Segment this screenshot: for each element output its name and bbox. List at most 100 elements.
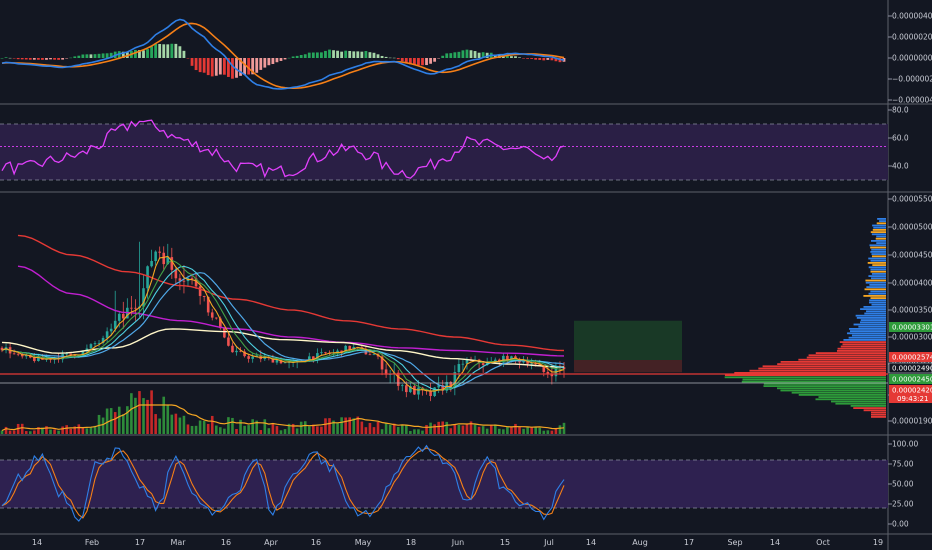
candle-body	[534, 363, 537, 365]
volume-profile-bar	[836, 350, 886, 352]
volume-bar	[384, 422, 388, 434]
macd-hist-bar	[534, 58, 538, 60]
macd-hist-bar	[283, 58, 287, 60]
candle-body	[178, 278, 182, 281]
price-tag-label: 0.00002420	[892, 387, 932, 395]
volume-bar	[130, 393, 133, 434]
volume-profile-bar	[741, 380, 886, 383]
candle-body	[320, 352, 323, 354]
candle-body	[485, 361, 489, 365]
candle-body	[417, 387, 420, 395]
macd-hist-bar	[255, 58, 259, 73]
volume-bar	[291, 423, 295, 434]
volume-bar	[49, 429, 52, 434]
volume-bar	[89, 427, 93, 434]
macd-hist-bar	[138, 50, 141, 58]
volume-profile-bar	[843, 339, 886, 341]
candle-body	[210, 312, 214, 318]
candle-body	[449, 381, 453, 388]
candle-body	[457, 364, 461, 373]
candle-body	[142, 288, 145, 307]
rsi-pane[interactable]: 80.0 60.0 40.0	[0, 106, 909, 181]
macd-hist-bar	[441, 55, 445, 58]
volume-bar	[12, 430, 16, 434]
time-tick-label: Sep	[727, 538, 742, 547]
macd-tick-label: 0.00000000	[892, 54, 932, 63]
time-tick-label: 14	[770, 538, 780, 547]
volume-bar	[45, 426, 48, 434]
candle-body	[275, 359, 279, 363]
countdown-label: 09:43:21	[897, 395, 928, 403]
macd-hist-bar	[158, 43, 162, 58]
volume-profile-bar	[842, 343, 886, 346]
time-axis[interactable]: 14 Feb 17 Mar 16 Apr 16 May 18 Jun 15 Jul 14 Aug 17 Sep…	[32, 538, 883, 547]
volume-bar	[445, 421, 449, 434]
volume-bar	[461, 425, 465, 434]
volume-bar	[287, 423, 291, 434]
volume-profile-bar	[798, 394, 886, 396]
volume-bar	[267, 428, 271, 434]
macd-hist-bar	[279, 58, 283, 61]
macd-hist-bar	[469, 50, 473, 58]
stoch-pane[interactable]: 100.00 75.00 50.00 25.00 0.00	[0, 440, 918, 529]
macd-hist-bar	[251, 58, 255, 75]
macd-hist-bar	[291, 56, 295, 58]
stoch-tick-label: 75.00	[892, 460, 914, 469]
volume-profile-bar	[876, 235, 886, 238]
volume-bar	[534, 427, 537, 434]
long-position-stop-zone[interactable]	[574, 360, 682, 373]
macd-hist-bar	[227, 58, 230, 77]
volume-bar	[493, 424, 497, 434]
volume-bar	[219, 427, 222, 434]
volume-profile-bar	[848, 336, 886, 339]
volume-bar	[20, 423, 24, 434]
time-tick-label: 17	[135, 538, 145, 547]
volume-bar	[154, 414, 157, 434]
macd-hist-bar	[231, 58, 234, 79]
volume-bar	[206, 423, 210, 434]
volume-bar	[214, 425, 218, 434]
macd-hist-bar	[182, 50, 186, 58]
price-tag-label: 0.00002490	[892, 365, 932, 373]
volume-bar	[530, 427, 533, 434]
macd-hist-bar	[271, 58, 275, 64]
macd-hist-bar	[85, 54, 89, 58]
candle-body	[190, 278, 194, 279]
volume-bar	[372, 427, 376, 434]
macd-hist-bar	[69, 57, 73, 59]
time-tick-label: 16	[311, 538, 321, 547]
long-position-target-zone[interactable]	[574, 320, 682, 361]
candle-body	[316, 353, 319, 360]
candle-body	[441, 385, 445, 391]
macd-hist-bar	[376, 54, 380, 58]
macd-hist-bar	[328, 49, 331, 58]
macd-hist-bar	[287, 57, 291, 59]
volume-profile-bar	[877, 218, 886, 220]
rsi-tick-label: 40.0	[892, 162, 909, 171]
macd-hist-bar	[485, 52, 489, 58]
candle-body	[429, 390, 432, 397]
volume-bar	[65, 425, 68, 434]
candle-body	[251, 356, 254, 359]
volume-bar	[57, 430, 60, 434]
macd-hist-bar	[530, 58, 534, 59]
volume-bar	[457, 424, 461, 434]
macd-hist-bar	[0, 58, 4, 59]
volume-profile-bar	[870, 290, 886, 293]
ma-orange-line	[1, 255, 565, 392]
volume-profile-bar	[870, 297, 886, 299]
volume-bar	[388, 424, 392, 434]
volume-bar	[279, 430, 283, 434]
volume-bar	[170, 414, 174, 434]
macd-histogram	[0, 43, 566, 79]
macd-hist-bar	[417, 58, 420, 66]
volume-bar	[202, 420, 206, 434]
candle-body	[113, 320, 117, 329]
volume-profile-bar	[869, 299, 886, 302]
